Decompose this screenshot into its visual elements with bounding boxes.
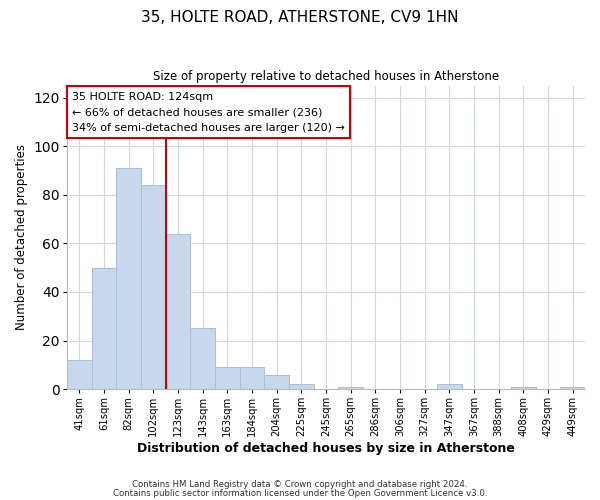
Bar xyxy=(338,386,363,389)
Bar xyxy=(437,384,461,389)
Bar xyxy=(560,386,585,389)
Bar xyxy=(264,374,289,389)
Bar xyxy=(116,168,141,389)
Bar xyxy=(190,328,215,389)
Bar xyxy=(239,368,264,389)
Text: Contains public sector information licensed under the Open Government Licence v3: Contains public sector information licen… xyxy=(113,488,487,498)
Text: 35, HOLTE ROAD, ATHERSTONE, CV9 1HN: 35, HOLTE ROAD, ATHERSTONE, CV9 1HN xyxy=(141,10,459,25)
Bar xyxy=(166,234,190,389)
Title: Size of property relative to detached houses in Atherstone: Size of property relative to detached ho… xyxy=(153,70,499,83)
Text: Contains HM Land Registry data © Crown copyright and database right 2024.: Contains HM Land Registry data © Crown c… xyxy=(132,480,468,489)
Bar xyxy=(141,185,166,389)
X-axis label: Distribution of detached houses by size in Atherstone: Distribution of detached houses by size … xyxy=(137,442,515,455)
Bar xyxy=(67,360,92,389)
Bar xyxy=(511,386,536,389)
Bar xyxy=(215,368,239,389)
Bar xyxy=(92,268,116,389)
Bar xyxy=(289,384,314,389)
Text: 35 HOLTE ROAD: 124sqm
← 66% of detached houses are smaller (236)
34% of semi-det: 35 HOLTE ROAD: 124sqm ← 66% of detached … xyxy=(72,92,345,133)
Y-axis label: Number of detached properties: Number of detached properties xyxy=(15,144,28,330)
